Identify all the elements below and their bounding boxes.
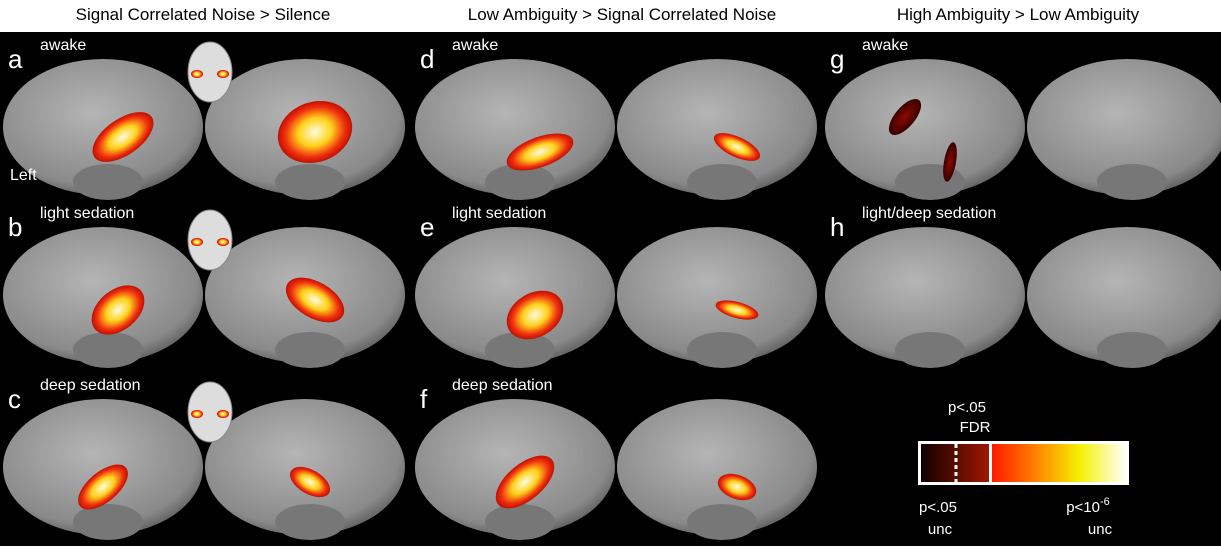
figure: Signal Correlated Noise > Silence Low Am… [0,0,1221,546]
panel-letter: b [8,212,22,242]
panel-letter: d [420,44,434,74]
colorbar-label: p<.05 [919,499,957,516]
panel-label: awake [862,37,908,54]
brain-lobe [687,332,757,368]
colorbar-label-base: p<10 [1066,499,1100,516]
column-title: Low Ambiguity > Signal Correlated Noise [468,5,777,24]
colorbar-label: p<.05 [948,399,986,416]
panel-label: awake [40,37,86,54]
panel-letter: a [8,44,23,74]
panel-letter: h [830,212,844,242]
brain-lobe [1097,332,1167,368]
brain-lobe [687,164,757,200]
activation [191,238,203,246]
activation [217,410,229,418]
colorbar-label-sup: -6 [1100,496,1110,508]
colorbar-label: unc [928,521,953,538]
panel-label: deep sedation [452,377,553,394]
activation [191,410,203,418]
panel-letter: f [420,384,428,414]
brain-lobe [1097,164,1167,200]
column-title: High Ambiguity > Low Ambiguity [897,5,1140,24]
brain-lobe [275,332,345,368]
brain-lobe [485,504,555,540]
brain-lobe [73,164,143,200]
hemisphere-label: Left [10,167,37,184]
panel-letter: e [420,212,434,242]
brain-lobe [895,164,965,200]
colorbar-label: FDR [960,419,991,436]
brain-lobe [73,504,143,540]
colorbar-low [921,444,989,482]
brain-lobe [275,504,345,540]
panel-letter: c [8,384,21,414]
panel-label: awake [452,37,498,54]
brain-lobe [895,332,965,368]
activation [217,238,229,246]
page: Signal Correlated Noise > Silence Low Am… [0,0,1221,551]
brain-lobe [73,332,143,368]
panel-label: light/deep sedation [862,205,996,222]
brain-lobe [275,164,345,200]
column-title: Signal Correlated Noise > Silence [76,5,331,24]
panel-label: light sedation [452,205,546,222]
colorbar-high [992,444,1126,482]
brain-lobe [687,504,757,540]
activation [191,70,203,78]
panel-label: deep sedation [40,377,141,394]
colorbar-label: unc [1088,521,1113,538]
panel-label: light sedation [40,205,134,222]
panel-letter: g [830,44,844,74]
activation [217,70,229,78]
